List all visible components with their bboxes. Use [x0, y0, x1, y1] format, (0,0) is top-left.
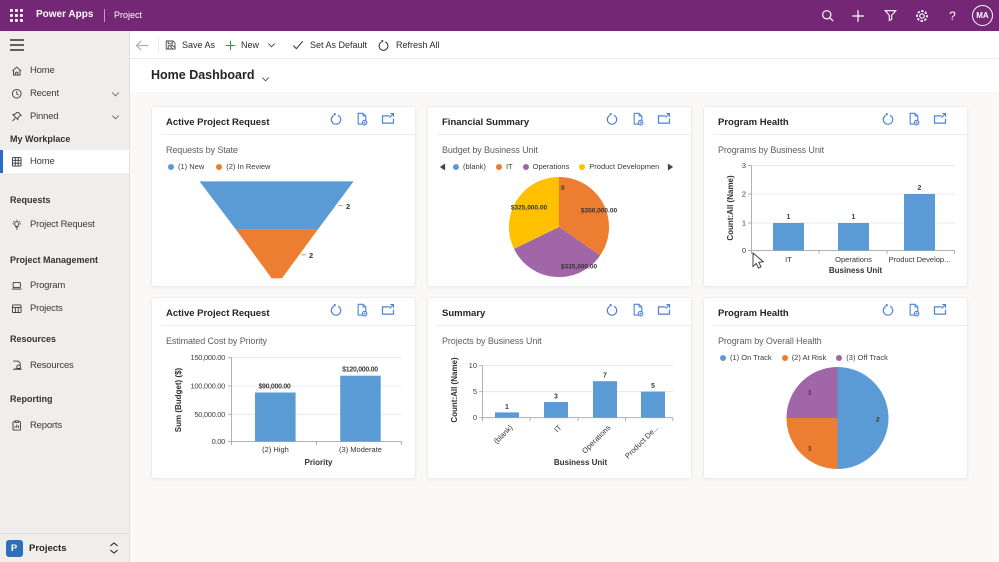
svg-text:(2) High: (2) High	[262, 445, 289, 454]
svg-text:10: 10	[469, 361, 477, 370]
svg-text:2: 2	[346, 202, 350, 211]
svg-text:Business Unit: Business Unit	[554, 458, 608, 467]
svg-text:5: 5	[473, 387, 477, 396]
svg-text:(blank): (blank)	[492, 423, 515, 446]
svg-text:0: 0	[473, 413, 477, 422]
svg-text:150,000.00: 150,000.00	[190, 353, 225, 362]
svg-text:2: 2	[742, 190, 746, 199]
svg-text:Product Develop...: Product Develop...	[889, 255, 951, 264]
svg-text:Priority: Priority	[304, 458, 333, 467]
svg-text:50,000.00: 50,000.00	[194, 410, 225, 419]
svg-text:$350,000.00: $350,000.00	[581, 208, 618, 215]
svg-text:Operations: Operations	[835, 255, 872, 264]
svg-text:IT: IT	[552, 423, 563, 434]
svg-text:5: 5	[651, 383, 655, 390]
svg-text:1: 1	[808, 446, 812, 453]
svg-text:Count:All (Name): Count:All (Name)	[450, 357, 459, 423]
svg-text:2: 2	[876, 417, 880, 424]
svg-text:0: 0	[561, 185, 565, 192]
svg-text:3: 3	[742, 161, 746, 170]
svg-text:$325,000.00: $325,000.00	[511, 205, 548, 212]
svg-text:1: 1	[852, 214, 856, 221]
svg-text:0: 0	[742, 246, 746, 255]
svg-text:3: 3	[554, 394, 558, 401]
svg-text:1: 1	[742, 219, 746, 228]
svg-text:2: 2	[309, 251, 313, 260]
svg-text:$120,000.00: $120,000.00	[342, 367, 378, 374]
svg-text:Count:All (Name): Count:All (Name)	[726, 175, 735, 241]
svg-text:1: 1	[787, 214, 791, 221]
svg-text:2: 2	[918, 185, 922, 192]
svg-text:Operations: Operations	[580, 423, 612, 455]
svg-text:(3) Moderate: (3) Moderate	[339, 445, 382, 454]
svg-text:Business Unit: Business Unit	[829, 266, 883, 275]
svg-text:7: 7	[603, 373, 607, 380]
svg-text:$90,000.00: $90,000.00	[258, 384, 290, 391]
svg-text:1: 1	[505, 404, 509, 411]
svg-text:100,000.00: 100,000.00	[190, 382, 225, 391]
svg-text:0.00: 0.00	[212, 437, 226, 446]
svg-text:Product De...: Product De...	[623, 423, 660, 460]
svg-text:1: 1	[808, 390, 812, 397]
svg-text:Sum (Budget) ($): Sum (Budget) ($)	[174, 367, 183, 432]
svg-text:$335,000.00: $335,000.00	[561, 264, 598, 271]
svg-text:IT: IT	[785, 255, 792, 264]
